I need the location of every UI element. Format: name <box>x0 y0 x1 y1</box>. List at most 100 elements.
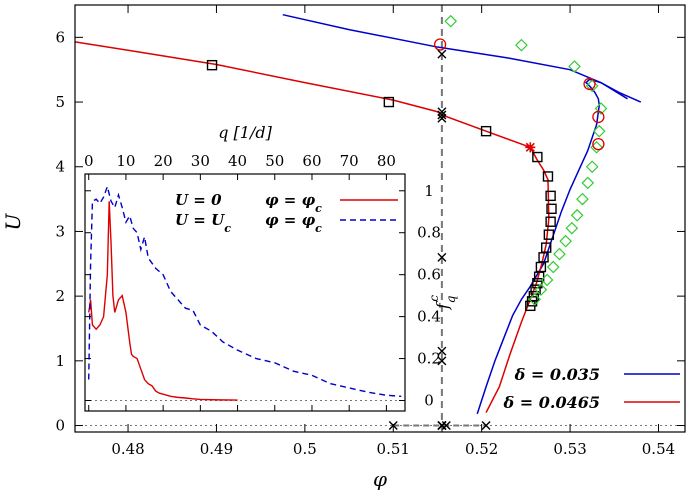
x-tick-label: 0.49 <box>200 440 233 458</box>
inset-x-tick-label: 30 <box>191 152 210 170</box>
inset-y-tick-label: 0.6 <box>417 266 441 284</box>
data-point-diamond <box>570 208 584 222</box>
data-point-diamond <box>553 247 566 261</box>
y-tick-label: 5 <box>55 93 65 111</box>
inset-legend: U = 0 φ = φc U = Uc φ = φc <box>175 191 398 235</box>
inset-y-tick-label: 0.2 <box>417 350 441 368</box>
data-point-cross <box>437 49 447 59</box>
series-line-0 <box>476 78 642 415</box>
data-point-diamond <box>565 221 579 235</box>
inset-x-axis-title: q [1/d] <box>218 123 272 142</box>
data-point-diamond <box>546 260 560 274</box>
data-point-cross <box>437 356 447 366</box>
inset-x-tick-label: 50 <box>265 152 284 170</box>
inset-series-line-0 <box>88 201 238 401</box>
y-tick-label: 0 <box>55 417 65 435</box>
data-point-circle <box>433 38 447 51</box>
data-point-diamond <box>515 38 528 52</box>
inset-legend-phi-label: φ = φc <box>265 211 322 235</box>
series-line-1 <box>282 13 628 100</box>
data-point-circle <box>592 110 605 124</box>
main-series <box>74 13 642 431</box>
y-tick-label: 4 <box>55 158 65 176</box>
data-point-diamond <box>594 102 608 115</box>
data-point-diamond <box>540 273 554 287</box>
inset-y-tick-label: 1 <box>424 182 434 200</box>
data-point-cross <box>437 107 447 117</box>
data-point-cross <box>437 346 447 356</box>
inset-y-tick-label: 0.4 <box>417 308 441 326</box>
data-point-diamond <box>581 176 595 190</box>
x-tick-label: 0.5 <box>293 440 317 458</box>
y-tick-label: 6 <box>55 28 65 46</box>
data-point-square <box>543 229 555 240</box>
legend-label: δ = 0.035 <box>514 365 600 384</box>
data-point-diamond <box>559 234 573 248</box>
y-tick-label: 3 <box>55 222 65 240</box>
inset-axes: 0 10 20 30 40 50 60 70 80 0 0.2 0.4 0.6 0.8 1 <box>84 152 441 412</box>
x-tick-label: 0.52 <box>465 440 498 458</box>
data-point-square <box>532 151 543 163</box>
x-axis-title: φ <box>373 467 387 491</box>
data-point-diamond <box>568 60 581 73</box>
main-axes: 0.48 0.49 0.5 0.51 0.52 0.53 0.54 0 1 2 3 4 5 6 <box>55 4 686 458</box>
data-point-diamond <box>576 192 589 206</box>
data-point-diamond <box>444 14 458 28</box>
x-tick-label: 0.54 <box>642 440 675 458</box>
data-point-square <box>535 261 547 273</box>
main-legend: δ = 0.035 δ = 0.0465 <box>503 365 680 412</box>
inset-series <box>85 184 405 402</box>
legend-label: δ = 0.0465 <box>503 393 600 412</box>
data-point-circle <box>592 137 605 151</box>
data-point-square <box>206 59 218 71</box>
data-point-square <box>541 242 552 253</box>
data-point-cross <box>437 110 447 120</box>
data-point-cross <box>437 113 447 123</box>
data-point-circle <box>583 77 596 91</box>
inset-x-tick-label: 0 <box>84 152 94 170</box>
inset-x-tick-label: 40 <box>228 152 247 170</box>
data-point-square <box>525 300 536 312</box>
data-point-square <box>533 271 545 282</box>
data-point-cross <box>481 421 491 431</box>
data-point-cross <box>441 421 451 431</box>
data-point-square <box>545 216 556 227</box>
x-tick-label: 0.51 <box>377 440 410 458</box>
inset-x-tick-label: 20 <box>154 152 173 170</box>
inset-frame <box>84 173 406 412</box>
data-point-diamond <box>585 160 599 174</box>
inset-legend-u-label: U = 0 <box>175 191 222 209</box>
inset-x-tick-label: 80 <box>377 152 396 170</box>
inset-x-tick-label: 10 <box>116 152 135 170</box>
plot-frame <box>74 4 686 433</box>
inset-y-tick-label: 0 <box>424 392 434 410</box>
inset-series-line-1 <box>88 184 402 398</box>
data-point-square <box>542 171 554 182</box>
data-point-diamond <box>585 79 599 93</box>
main-grid <box>75 5 685 432</box>
data-point-diamond <box>528 293 542 306</box>
inset-legend-u-label: U = Uc <box>175 211 231 235</box>
data-point-square <box>545 190 556 202</box>
data-point-cross <box>437 252 447 262</box>
data-point-square <box>546 203 557 214</box>
y-axis-title: U <box>1 212 25 230</box>
inset-y-tick-label: 0.8 <box>417 224 441 242</box>
y-tick-label: 1 <box>55 352 65 370</box>
data-point-square <box>480 125 492 137</box>
inset-y-axis-title: fqc <box>427 295 458 311</box>
data-point-diamond <box>592 124 606 138</box>
inset-legend-phi-label: φ = φc <box>265 191 322 215</box>
data-point-square <box>538 252 549 263</box>
data-point-diamond <box>534 283 548 297</box>
inset-x-tick-label: 60 <box>302 152 321 170</box>
inset-background <box>85 174 405 411</box>
x-tick-label: 0.53 <box>553 440 586 458</box>
data-point-square <box>383 96 395 108</box>
inset-x-tick-label: 70 <box>340 152 359 170</box>
data-point-star <box>525 142 536 153</box>
y-tick-label: 2 <box>55 287 65 305</box>
x-tick-label: 0.48 <box>111 440 144 458</box>
